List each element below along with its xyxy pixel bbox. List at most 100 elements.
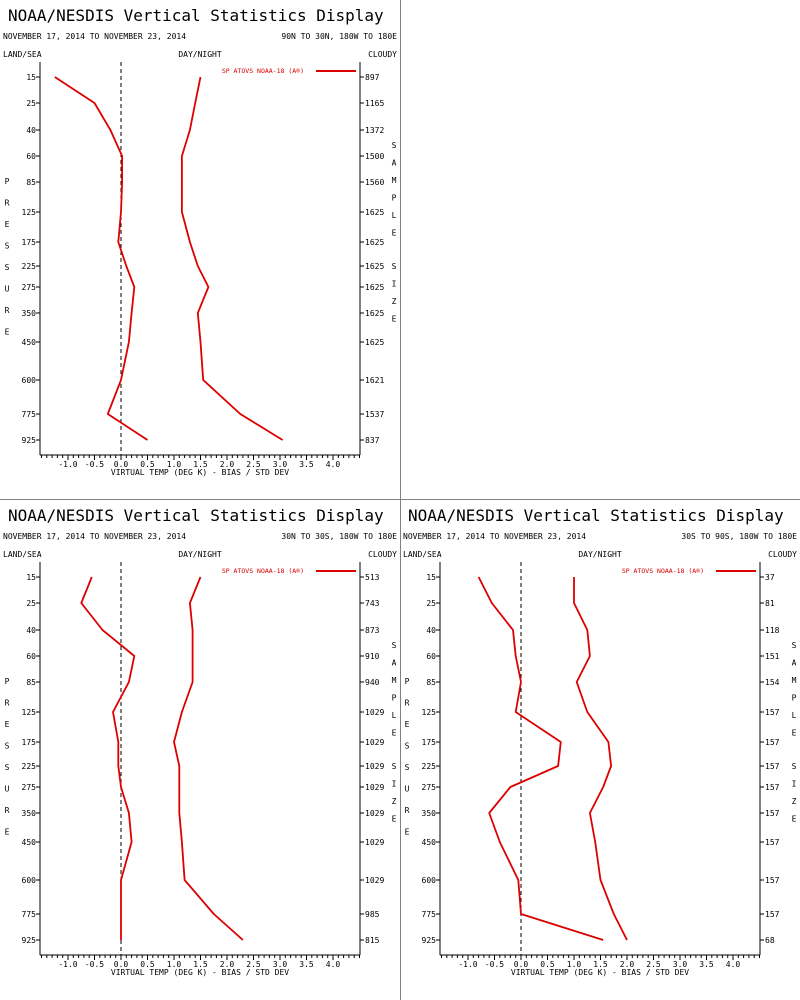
sample-size-side-letter: M [392,676,397,685]
pressure-side-letter: S [5,763,10,772]
pressure-level-label: 225 [422,762,437,771]
pressure-side-letter: U [5,285,10,294]
pressure-level-label: 925 [22,436,37,445]
legend-label: SP ATOVS NOAA-18 (A®) [222,567,304,575]
pressure-level-label: 350 [22,809,37,818]
x-tick-label: 2.5 [246,960,261,969]
x-tick-label: 0.0 [114,460,129,469]
sample-size-label: 1029 [365,762,384,771]
sample-size-label: 157 [765,910,780,919]
x-tick-label: 1.0 [167,460,182,469]
sample-size-side-letter: P [392,694,397,703]
pressure-level-label: 40 [26,126,36,135]
pressure-level-label: 450 [422,838,437,847]
bias-line [477,576,604,941]
pressure-level-label: 15 [26,573,36,582]
pressure-level-label: 775 [22,410,37,419]
sample-size-label: 1625 [365,309,384,318]
sample-size-side-letter: E [392,229,397,238]
panel-title: NOAA/NESDIS Vertical Statistics Display [408,506,784,525]
vertical-stats-panel: NOAA/NESDIS Vertical Statistics Display N… [403,506,797,977]
pressure-side-letter: P [405,677,410,686]
sample-size-label: 157 [765,838,780,847]
sample-size-label: 1029 [365,738,384,747]
vertical-stats-panel: NOAA/NESDIS Vertical Statistics Display N… [3,506,397,977]
sample-size-side-letter: A [392,159,397,168]
pressure-level-label: 25 [426,599,436,608]
sample-size-side-letter: S [392,762,397,771]
pressure-level-label: 350 [422,809,437,818]
sample-size-label: 1029 [365,838,384,847]
sample-size-label: 985 [365,910,380,919]
x-tick-label: 3.5 [299,460,314,469]
x-tick-label: 2.5 [646,960,661,969]
legend-label: SP ATOVS NOAA-18 (A®) [622,567,704,575]
sample-size-label: 1621 [365,376,384,385]
sample-size-label: 873 [365,626,380,635]
pressure-level-label: 40 [26,626,36,635]
horizontal-divider [0,499,800,500]
cloudy-label: CLOUDY [368,50,397,59]
sample-size-label: 1372 [365,126,384,135]
sample-size-label: 37 [765,573,775,582]
sample-size-side-letter: L [792,711,797,720]
sample-size-label: 1537 [365,410,384,419]
sample-size-label: 1165 [365,99,384,108]
pressure-level-label: 175 [22,738,37,747]
sample-size-side-letter: E [392,315,397,324]
x-tick-label: 0.0 [514,960,529,969]
x-tick-label: 0.5 [140,460,155,469]
land-sea-label: LAND/SEA [3,550,42,559]
sample-size-label: 157 [765,738,780,747]
pressure-level-label: 275 [22,783,37,792]
sample-size-label: 910 [365,652,380,661]
std-dev-line [180,76,284,441]
pressure-side-letter: E [5,828,10,837]
sample-size-label: 815 [365,936,380,945]
pressure-level-label: 600 [422,876,437,885]
sample-size-side-letter: I [392,280,397,289]
x-tick-label: 1.5 [593,960,608,969]
sample-size-label: 837 [365,436,380,445]
x-tick-label: 4.0 [326,460,341,469]
x-tick-label: 4.0 [726,960,741,969]
x-tick-label: 2.5 [246,460,261,469]
date-range: NOVEMBER 17, 2014 TO NOVEMBER 23, 2014 [3,532,186,541]
sample-size-side-letter: S [792,641,797,650]
sample-size-label: 1625 [365,208,384,217]
sample-size-side-letter: P [392,194,397,203]
x-axis-label: VIRTUAL TEMP (DEG K) - BIAS / STD DEV [511,968,689,977]
pressure-level-label: 60 [26,652,36,661]
x-axis-label: VIRTUAL TEMP (DEG K) - BIAS / STD DEV [111,968,289,977]
x-tick-label: 1.5 [193,960,208,969]
sample-size-label: 157 [765,876,780,885]
sample-size-side-letter: E [792,729,797,738]
x-tick-label: 1.5 [193,460,208,469]
land-sea-label: LAND/SEA [403,550,442,559]
x-tick-label: -1.0 [458,960,477,969]
x-tick-label: 3.5 [299,960,314,969]
land-sea-label: LAND/SEA [3,50,42,59]
day-night-label: DAY/NIGHT [578,550,622,559]
date-range: NOVEMBER 17, 2014 TO NOVEMBER 23, 2014 [403,532,586,541]
x-tick-label: 3.5 [699,960,714,969]
sample-size-label: 1029 [365,809,384,818]
sample-size-label: 1625 [365,262,384,271]
sample-size-side-letter: S [392,141,397,150]
sample-size-side-letter: Z [392,297,397,306]
pressure-level-label: 225 [22,762,37,771]
region-label: 30S TO 90S, 180W TO 180E [681,532,797,541]
std-dev-line [573,577,628,941]
pressure-side-letter: U [5,785,10,794]
pressure-side-letter: S [5,742,10,751]
sample-size-side-letter: P [792,694,797,703]
sample-size-side-letter: I [792,780,797,789]
sample-size-label: 157 [765,762,780,771]
pressure-level-label: 40 [426,626,436,635]
pressure-level-label: 60 [426,652,436,661]
sample-size-label: 1560 [365,178,384,187]
cloudy-label: CLOUDY [368,550,397,559]
sample-size-side-letter: E [392,729,397,738]
